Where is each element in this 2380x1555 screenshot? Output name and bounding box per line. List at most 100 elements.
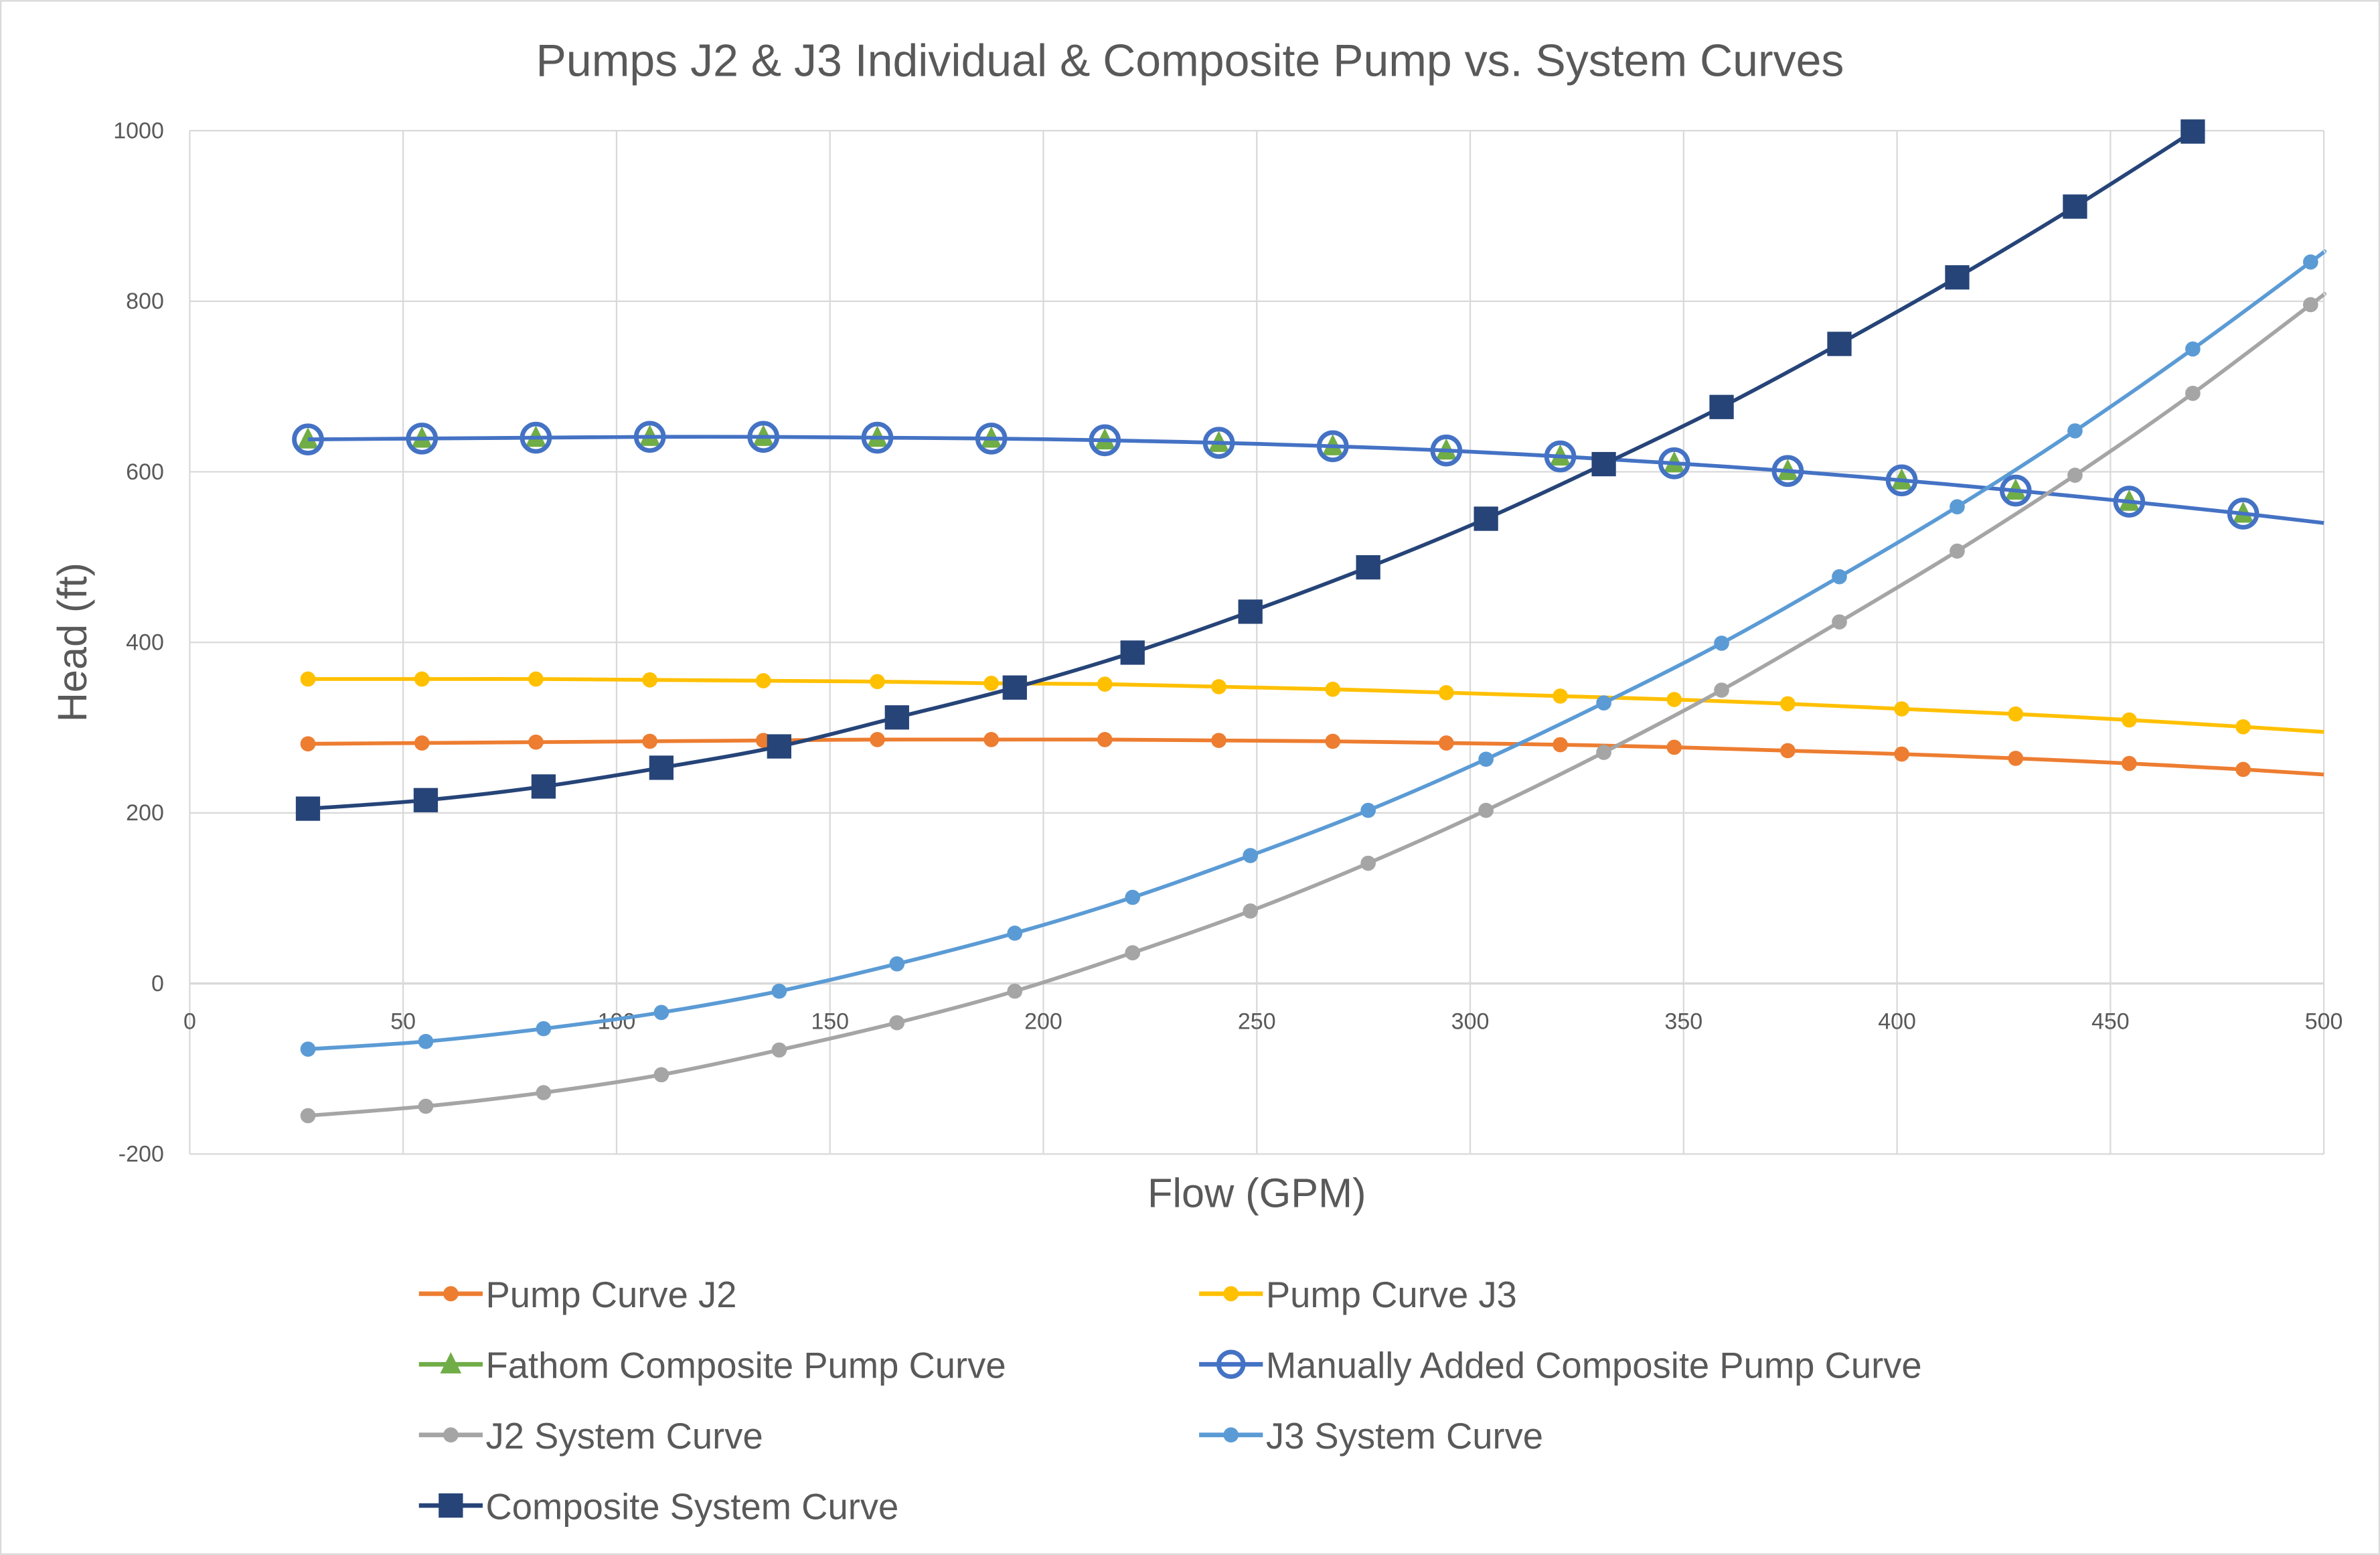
data-point [884, 705, 909, 730]
data-point [983, 732, 1000, 747]
data-point [520, 421, 552, 454]
data-point [414, 671, 430, 687]
data-point [1316, 430, 1349, 463]
data-point [2180, 119, 2205, 144]
data-point [861, 421, 894, 454]
legend-marker [1216, 1349, 1246, 1380]
data-point [1666, 739, 1682, 755]
series-j3-system-curve [300, 249, 2327, 1057]
data-point [1002, 675, 1027, 700]
data-point [2008, 706, 2024, 722]
data-point [2000, 474, 2032, 507]
data-point [1714, 636, 1729, 651]
grid [189, 130, 2325, 1155]
data-point [406, 423, 439, 455]
x-tick-label: 300 [1451, 1009, 1490, 1035]
data-point [983, 676, 1000, 691]
legend-item: J3 System Curve [1199, 1416, 1543, 1457]
data-point [1202, 427, 1235, 459]
legend-marker [443, 1286, 459, 1302]
data-point [295, 796, 321, 821]
data-point [1360, 855, 1376, 871]
legend-marker [1223, 1427, 1239, 1443]
legend-label: J3 System Curve [1266, 1416, 1543, 1457]
data-point [2113, 486, 2146, 518]
data-point [1885, 464, 1918, 497]
data-point [528, 671, 544, 687]
legend-marker [440, 1352, 462, 1374]
x-tick-label: 450 [2091, 1009, 2130, 1035]
data-point [1544, 440, 1577, 473]
data-point [975, 423, 1008, 455]
data-point [414, 735, 430, 751]
y-tick-label: -200 [118, 1142, 164, 1167]
x-tick-label: 150 [811, 1009, 849, 1035]
data-point [1950, 543, 1965, 559]
legend-marker [439, 1493, 463, 1518]
data-point [642, 672, 658, 688]
data-point [1430, 434, 1463, 467]
data-point [767, 734, 791, 759]
data-point [1780, 743, 1796, 759]
legend-item: Composite System Curve [418, 1487, 898, 1528]
data-point [649, 755, 674, 780]
data-point [300, 1041, 316, 1057]
series-j2-system-curve [300, 292, 2327, 1124]
data-point [653, 1005, 669, 1021]
data-point [1714, 682, 1729, 698]
data-point [1945, 265, 1970, 290]
y-tick-label: 200 [126, 800, 164, 826]
data-point [1243, 903, 1259, 919]
data-point [292, 423, 324, 455]
legend-label: J2 System Curve [486, 1416, 763, 1457]
legend-label: Pump Curve J3 [1266, 1274, 1517, 1315]
data-point [870, 674, 885, 690]
data-point [2235, 719, 2251, 735]
data-point [771, 983, 787, 999]
data-point [1827, 331, 1852, 356]
data-point [536, 1085, 552, 1100]
series-pump-curve-j2 [300, 732, 2324, 778]
x-tick-label: 400 [1878, 1009, 1916, 1035]
data-point [1666, 692, 1682, 707]
data-point [2303, 297, 2318, 313]
tick-labels: 0 50 100 150 200 250 300 350 400 450 500-200020040… [113, 119, 2343, 1167]
legend-label: Fathom Composite Pump Curve [486, 1345, 1006, 1386]
data-point [1832, 569, 1847, 585]
data-point [1950, 499, 1965, 515]
data-point [531, 774, 556, 799]
data-point [889, 956, 905, 972]
data-point [2227, 498, 2259, 530]
data-point [300, 671, 316, 687]
data-point [2122, 755, 2137, 771]
data-point [2303, 254, 2318, 270]
data-point [1360, 802, 1376, 818]
data-point [870, 732, 885, 747]
data-point [1007, 925, 1023, 941]
data-point [1089, 424, 1121, 457]
data-point [1097, 732, 1113, 747]
y-tick-label: 1000 [113, 119, 164, 144]
data-point [1097, 676, 1113, 692]
data-point [1709, 394, 1734, 419]
data-point [1894, 746, 1909, 762]
data-point [889, 1015, 905, 1031]
x-tick-label: 500 [2305, 1009, 2343, 1035]
data-point [2063, 194, 2087, 219]
data-point [1771, 455, 1804, 488]
legend-marker [1223, 1286, 1239, 1302]
data-point [1007, 983, 1023, 999]
data-point [1125, 889, 1141, 905]
y-axis-title: Head (ft) [50, 563, 95, 722]
legend-marker [443, 1427, 459, 1443]
data-point [2122, 712, 2137, 728]
data-point [1238, 599, 1263, 624]
data-point [1356, 555, 1380, 580]
data-point [418, 1033, 434, 1049]
legend-item: Pump Curve J3 [1199, 1274, 1517, 1315]
data-point [1832, 614, 1847, 630]
legend-item: Manually Added Composite Pump Curve [1199, 1345, 1922, 1386]
legend-item: Fathom Composite Pump Curve [418, 1345, 1006, 1386]
